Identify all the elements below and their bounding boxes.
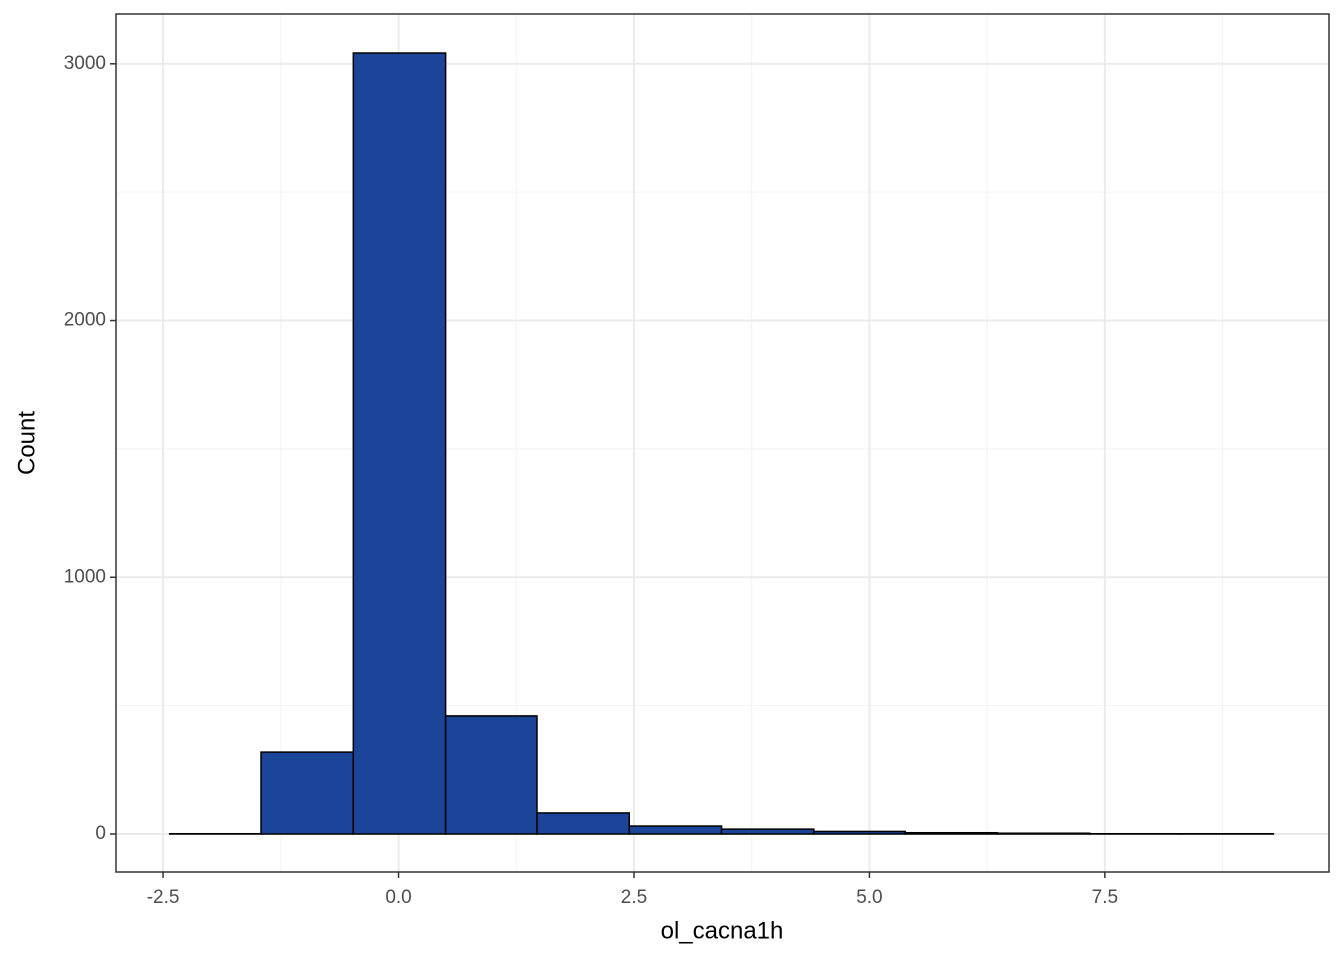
y-tick-label: 0	[95, 823, 106, 844]
bar	[996, 832, 1091, 835]
x-tick-label: 2.5	[621, 887, 647, 908]
y-tick-label: 1000	[64, 566, 106, 587]
y-tick-label: 3000	[64, 53, 106, 74]
bar	[904, 831, 999, 835]
x-tick-label: 5.0	[856, 887, 882, 908]
bar	[720, 828, 815, 835]
y-tick-label: 2000	[64, 310, 106, 331]
bar	[352, 52, 447, 835]
x-tick-label: -2.5	[147, 887, 180, 908]
bar	[260, 751, 355, 835]
bar	[813, 830, 906, 835]
bar	[444, 715, 538, 835]
bar	[628, 825, 723, 835]
x-tick-label: 0.0	[385, 887, 411, 908]
y-axis-title: Count	[13, 411, 40, 475]
bar	[536, 812, 631, 835]
plot-border	[115, 13, 1330, 873]
x-tick-label: 7.5	[1092, 887, 1118, 908]
x-axis-title: ol_cacna1h	[661, 917, 784, 944]
